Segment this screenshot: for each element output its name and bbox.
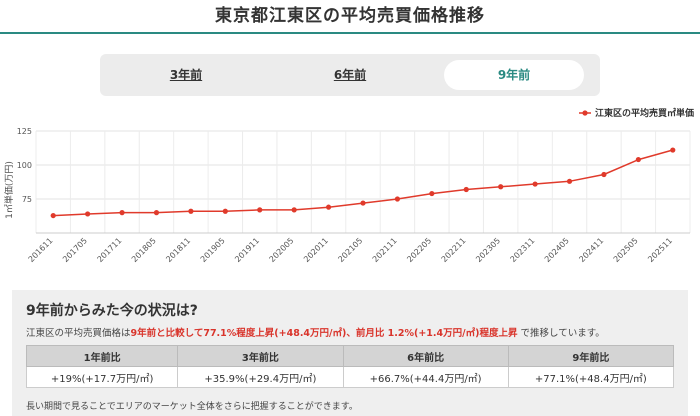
data-points <box>50 147 676 219</box>
x-tick-label: 202411 <box>577 236 605 264</box>
tab-3-years[interactable]: 3年前 <box>116 60 256 90</box>
tab-label: 6年前 <box>333 68 367 82</box>
comparison-table: 1年前比 3年前比 6年前比 9年前比 +19%(+17.7万円/㎡) +35.… <box>25 345 675 388</box>
tab-label: 3年前 <box>169 68 203 82</box>
x-tick-label: 201905 <box>199 236 227 264</box>
data-point <box>360 200 366 206</box>
legend-label: 江東区の平均売買㎡単価 <box>595 107 694 119</box>
summary-text-prefix: 江東区の平均売買価格は <box>26 328 131 339</box>
table-header: 9年前比 <box>507 345 675 367</box>
tab-label: 9年前 <box>497 68 531 82</box>
x-tick-label: 202305 <box>474 236 502 264</box>
x-tick-label: 202505 <box>612 236 640 264</box>
x-tick-label: 202311 <box>509 236 537 264</box>
page-title: 東京都江東区の平均売買価格推移 <box>215 6 485 26</box>
x-tick-label: 202111 <box>371 236 399 264</box>
table-header-row: 1年前比 3年前比 6年前比 9年前比 <box>25 345 675 367</box>
x-tick-label: 202511 <box>646 236 674 264</box>
data-point <box>532 181 538 187</box>
tab-9-years[interactable]: 9年前 <box>444 60 584 90</box>
data-point <box>394 196 401 202</box>
table-cell: +77.1%(+48.4万円/㎡) <box>507 366 675 388</box>
data-point <box>566 178 573 184</box>
table-header: 1年前比 <box>25 345 179 367</box>
y-axis-label: 1㎡単価(万円) <box>3 161 15 219</box>
summary-text-suffix: で推移しています。 <box>517 328 605 339</box>
data-point <box>635 156 641 163</box>
x-tick-label: 201611 <box>27 236 55 264</box>
x-tick-label: 202011 <box>302 236 330 264</box>
summary-highlight: 9年前と比較して77.1%程度上昇(+48.4万円/㎡)、前月比 1.2%(+1… <box>130 328 518 339</box>
x-tick-label: 201705 <box>61 236 89 264</box>
data-point <box>50 212 56 219</box>
table-row: +19%(+17.7万円/㎡) +35.9%(+29.4万円/㎡) +66.7%… <box>25 366 675 388</box>
y-tick-label: 125 <box>17 127 32 136</box>
data-point <box>291 207 297 213</box>
x-tick-label: 202405 <box>543 236 571 264</box>
data-point <box>85 211 91 217</box>
data-point <box>601 171 607 178</box>
data-point <box>257 207 263 213</box>
y-axis-ticks: 75 100 125 <box>17 127 32 204</box>
title-bar: 東京都江東区の平均売買価格推移 <box>0 0 700 34</box>
x-tick-label: 201805 <box>130 236 158 264</box>
data-point <box>429 190 435 197</box>
tab-6-years[interactable]: 6年前 <box>280 60 420 90</box>
data-point <box>188 208 194 214</box>
table-header: 6年前比 <box>342 345 509 367</box>
y-tick-label: 75 <box>22 195 32 204</box>
data-point <box>119 210 125 216</box>
x-tick-label: 202105 <box>336 236 364 264</box>
table-cell: +66.7%(+44.4万円/㎡) <box>342 366 509 388</box>
series-line <box>53 149 674 217</box>
chart-legend: 江東区の平均売買㎡単価 <box>579 107 694 119</box>
x-tick-label: 201711 <box>96 236 124 264</box>
table-cell: +19%(+17.7万円/㎡) <box>25 366 179 388</box>
legend-marker <box>582 110 588 116</box>
summary-title: 9年前からみた今の状況は? <box>26 303 198 319</box>
data-point <box>463 186 469 193</box>
data-point <box>153 210 160 216</box>
chart-grid <box>35 130 691 234</box>
table-header: 3年前比 <box>177 345 344 367</box>
x-tick-label: 202005 <box>268 236 296 264</box>
data-point <box>670 147 676 153</box>
data-point <box>498 184 504 190</box>
y-tick-label: 100 <box>17 161 32 170</box>
x-tick-label: 202211 <box>440 236 468 264</box>
x-tick-label: 201811 <box>164 236 192 264</box>
period-tabs: 3年前 6年前 9年前 <box>100 54 600 96</box>
summary-text: 江東区の平均売買価格は9年前と比較して77.1%程度上昇(+48.4万円/㎡)、… <box>26 325 605 339</box>
x-tick-label: 202205 <box>405 236 433 264</box>
table-cell: +35.9%(+29.4万円/㎡) <box>177 366 344 388</box>
data-point <box>325 204 332 210</box>
footnote: 長い期間で見ることでエリアのマーケット全体をさらに把握することができます。 <box>26 402 358 412</box>
summary-box: 9年前からみた今の状況は? 江東区の平均売買価格は9年前と比較して77.1%程度… <box>12 290 688 416</box>
x-axis-ticks: 201611 201705 201711 201805 201811 201905 2019… <box>27 236 675 264</box>
x-tick-label: 201911 <box>233 236 261 264</box>
data-point <box>222 208 228 214</box>
